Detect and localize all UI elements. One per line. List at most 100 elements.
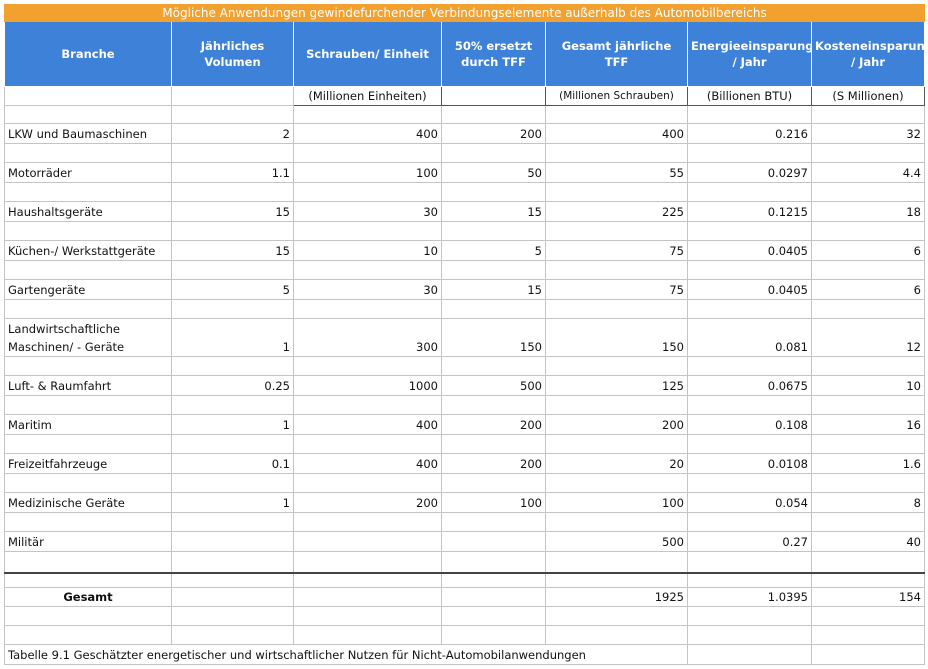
value: 0.0675 [687,375,812,396]
spacer-row [4,434,925,454]
spacer-row [4,473,925,493]
cell [441,143,546,163]
cell [4,221,172,241]
cell [811,182,925,202]
cell [811,395,925,415]
units-row: (Millionen Einheiten) (Millionen Schraub… [4,86,925,106]
title-row: Mögliche Anwendungen gewindefurchender V… [4,4,925,22]
cell [171,86,294,106]
header-cell: Kosteneinsparung / Jahr [811,21,925,87]
data-row: Luft- & Raumfahrt 0.25 1000 500 125 0.0675 10 [4,375,925,396]
value: 400 [545,123,688,144]
value: 100 [293,162,442,183]
value: 75 [545,279,688,300]
cell [441,356,546,376]
cell [293,571,442,588]
cell [811,221,925,241]
cell [687,356,812,376]
cell [545,221,688,241]
cell [687,395,812,415]
cell [4,182,172,202]
value: 10 [293,240,442,261]
cell [293,299,442,319]
value: 400 [293,123,442,144]
cell [811,551,925,573]
value: 30 [293,279,442,300]
cell [441,221,546,241]
cell [545,551,688,573]
cell [171,473,294,493]
cell [687,143,812,163]
cell [171,105,294,124]
value: 400 [293,414,442,435]
spacer-row [4,571,925,588]
spacer-row [4,260,925,280]
cell [293,606,442,626]
value: 200 [441,123,546,144]
cell [171,606,294,626]
data-row: Motorräder 1.1 100 50 55 0.0297 4.4 [4,162,925,183]
cell [4,473,172,493]
cell [545,260,688,280]
cell [4,260,172,280]
row-label: Medizinische Geräte [4,492,172,513]
value: 6 [811,240,925,261]
cell [687,551,812,573]
unit: (Billionen BTU) [687,86,812,106]
value: 225 [545,201,688,222]
value: 55 [545,162,688,183]
spacer-row [4,356,925,376]
value: 500 [545,531,688,552]
cell [171,299,294,319]
value: 12 [811,318,925,357]
cell [545,625,688,645]
value: 5 [171,279,294,300]
data-table: Mögliche Anwendungen gewindefurchender V… [4,4,925,665]
cell [441,473,546,493]
spacer-row [4,182,925,202]
cell [545,434,688,454]
header-cell: Energieeinsparung / Jahr [687,21,812,87]
cell [293,625,442,645]
value: 0.27 [687,531,812,552]
cell [293,221,442,241]
value: 100 [545,492,688,513]
value: 100 [441,492,546,513]
cell [687,571,812,588]
total-row: Gesamt 1925 1.0395 154 [4,587,925,607]
cell [687,299,812,319]
cell [687,473,812,493]
cell [811,356,925,376]
value: 10 [811,375,925,396]
row-label: Militär [4,531,172,552]
cell [293,512,442,532]
value: 0.0108 [687,453,812,474]
cell [293,260,442,280]
cell [811,105,925,124]
value: 150 [545,318,688,357]
spacer-row [4,512,925,532]
cell [811,571,925,588]
cell [171,434,294,454]
data-row: Gartengeräte 5 30 15 75 0.0405 6 [4,279,925,300]
spacer-row [4,606,925,626]
value: 0.216 [687,123,812,144]
cell [545,606,688,626]
caption-row: Tabelle 9.1 Geschätzter energetischer un… [4,644,925,665]
value: 15 [171,201,294,222]
header-cell: Jährliches Volumen [171,21,294,87]
data-row: Militär 500 0.27 40 [4,531,925,552]
cell [545,473,688,493]
cell [811,606,925,626]
cell [441,105,546,124]
cell [545,395,688,415]
value [441,587,546,607]
cell [811,512,925,532]
cell [171,551,294,573]
value [293,587,442,607]
row-label: Freizeitfahrzeuge [4,453,172,474]
cell [687,182,812,202]
value: 75 [545,240,688,261]
value: 0.1 [171,453,294,474]
